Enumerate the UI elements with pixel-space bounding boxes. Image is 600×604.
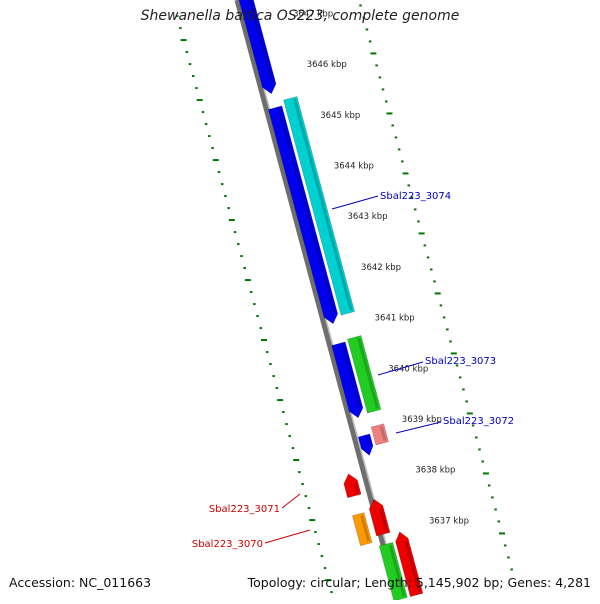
gene-label-leader [377,361,424,376]
rna-sbal223-3073 [347,335,382,414]
cds-reverse-2-shade [278,108,336,314]
gene-red-1 [343,473,362,499]
gene-orange-sbal223-3070-shade [360,514,371,542]
gene-orange-sbal223-3070 [352,512,373,547]
scale-label: 3647 kbp [293,9,333,19]
gene-label: Sbal223_3072 [443,416,514,427]
scale-label: 3646 kbp [307,60,347,70]
genome-summary-text: Topology: circular; Length: 5,145,902 bp… [247,575,591,590]
map-title: Shewanella baltica OS223, complete genom… [140,8,460,24]
scale-label: 3644 kbp [334,161,374,171]
gene-red-3-shade [404,540,421,593]
gene-label: Sbal223_3073 [425,356,496,367]
cds-reverse-1 [238,0,277,95]
cds-reverse-2 [268,105,339,325]
gene-red-3 [395,531,424,597]
rna-lower-shade [388,544,406,597]
cds-forward-sbal223-3074 [283,96,355,316]
gene-labels: Sbal223_3074 Sbal223_3073 Sbal223_3072 Sbal… [192,191,514,550]
scale-label: 3642 kbp [361,263,401,273]
cds-reverse-4-shade [366,436,372,446]
gene-label: Sbal223_3070 [192,539,263,550]
cds-reverse-3-shade [341,344,361,408]
gene-red-1-shade [353,482,360,494]
rna-sbal223-3073-shade [357,337,379,409]
gene-red-2 [368,498,391,537]
gene-label-leader [264,529,311,544]
gene-label-leader [395,421,442,434]
backbone-line [234,0,401,601]
cds-reverse-3 [331,341,364,419]
gene-label-leader [331,195,379,210]
gene-label-leader [281,493,301,509]
gc-content-track [175,4,513,604]
pseudo-sbal223-3072-shade [379,426,387,441]
cds-reverse-1-shade [248,0,275,84]
pseudo-sbal223-3072 [370,423,389,446]
scale-label: 3643 kbp [347,212,387,222]
scale-label: 3641 kbp [375,314,415,324]
cds-reverse-4 [357,433,374,456]
gene-red-2-shade [378,507,389,532]
rna-lower [378,542,408,602]
accession-text: Accession: NC_011663 [9,575,152,590]
gene-label: Sbal223_3074 [380,191,451,202]
scale-label: 3637 kbp [429,516,469,526]
scale-label: 3640 kbp [388,364,428,374]
gene-features [238,0,424,602]
gene-label: Sbal223_3071 [209,504,280,515]
scale-label: 3638 kbp [415,466,455,476]
scale-ruler: 3647 kbp 3646 kbp 3645 kbp 3644 kbp 3643 kbp… [293,9,469,526]
scale-label: 3645 kbp [320,111,360,121]
scale-label: 3639 kbp [402,415,442,425]
cds-forward-sbal223-3074-shade [293,98,353,311]
